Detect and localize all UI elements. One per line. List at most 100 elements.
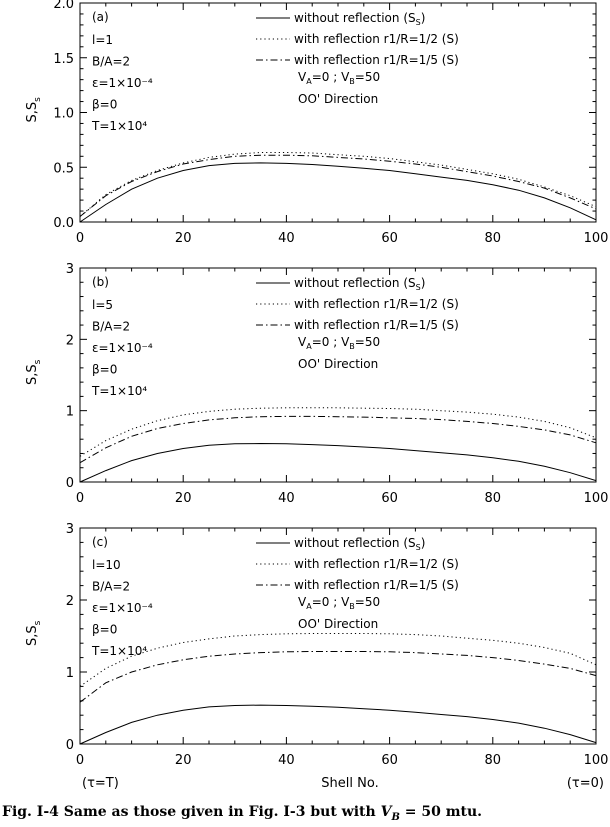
caption-var: V [380, 804, 392, 820]
y-tick-label: 2 [66, 594, 74, 609]
y-axis-label-sub: s [33, 359, 43, 364]
velocity-sub-a: A [306, 77, 312, 86]
y-axis-label-sub: s [33, 97, 43, 102]
y-tick-label: 1.5 [53, 52, 74, 67]
direction-annotation: OO' Direction [298, 92, 378, 106]
x-axis-label: Shell No. [321, 776, 378, 791]
param-text: l=10 [92, 558, 121, 572]
y-tick-label: 1 [66, 666, 74, 681]
velocity-annotation: VA=0 ; VB=50 [298, 70, 380, 86]
param-text: T=1×10⁴ [91, 119, 147, 133]
legend-label-sub: S [416, 283, 421, 292]
series-line-solid [79, 162, 597, 223]
x-tick-label: 20 [175, 231, 192, 246]
x-tick-label: 20 [175, 491, 192, 506]
caption-var-sub: B [391, 811, 400, 823]
x-tick-label: 40 [278, 231, 295, 246]
velocity-val-b: =50 [355, 595, 380, 609]
series-line-solid [79, 704, 597, 745]
direction-annotation: OO' Direction [298, 617, 378, 631]
series-line-dashdot [79, 154, 597, 217]
velocity-sub-b: B [349, 77, 355, 86]
x-tick-label: 60 [381, 491, 398, 506]
caption-prefix: Fig. I-4 Same as those given in Fig. I-3… [2, 804, 381, 820]
velocity-annotation: VA=0 ; VB=50 [298, 595, 380, 611]
param-text: B/A=2 [92, 55, 130, 69]
panel-label: (a) [92, 10, 109, 24]
legend-label: with reflection r1/R=1/2 (S) [294, 557, 459, 571]
velocity-sub-b: B [349, 342, 355, 351]
legend-label-tail: ) [421, 276, 426, 290]
legend-label: with reflection r1/R=1/2 (S) [294, 32, 459, 46]
y-axis-label: S,Ss [25, 97, 43, 123]
series-line-dotted [79, 152, 597, 217]
x-tick-label: 20 [175, 753, 192, 768]
caption-suffix: = 50 mtu. [399, 804, 483, 820]
param-text: l=1 [92, 33, 113, 47]
y-tick-label: 1 [66, 405, 74, 420]
series-line-dashdot [79, 651, 597, 703]
param-text: β=0 [92, 98, 117, 112]
x-tick-label: 100 [584, 753, 609, 768]
y-tick-label: 0.5 [53, 161, 74, 176]
velocity-sub-a: A [306, 602, 312, 611]
y-tick-label: 0 [66, 476, 74, 491]
velocity-val-a: =0 ; V [312, 335, 350, 349]
param-text: ε=1×10⁻⁴ [92, 76, 153, 90]
x-tick-label: 0 [76, 231, 84, 246]
legend-label-sub: S [416, 18, 421, 27]
legend-label: without reflection (SS) [294, 536, 425, 552]
chart-panel-1: 0 20 40 60 80 100 0.0 0.5 1.0 1.5 2.0 S,Ss (a) l=1 B/A… [25, 0, 608, 246]
x-tick-label: 80 [485, 231, 502, 246]
param-text: l=5 [92, 298, 113, 312]
series-line-dotted [79, 633, 597, 687]
y-tick-label: 2.0 [53, 0, 74, 12]
legend-label: with reflection r1/R=1/5 (S) [294, 578, 459, 592]
velocity-sub-a: A [306, 342, 312, 351]
y-tick-label: 3 [66, 522, 74, 537]
x-tick-label: 60 [381, 231, 398, 246]
param-text: ε=1×10⁻⁴ [92, 601, 153, 615]
param-text: T=1×10⁴ [91, 384, 147, 398]
y-axis-label: S,Ss [25, 359, 43, 385]
x-right-note: (τ=0) [567, 776, 604, 791]
x-tick-label: 0 [76, 753, 84, 768]
y-tick-label: 0 [66, 738, 74, 753]
param-text: β=0 [92, 363, 117, 377]
legend-label: without reflection (SS) [294, 276, 425, 292]
x-tick-label: 80 [485, 753, 502, 768]
param-text: ε=1×10⁻⁴ [92, 341, 153, 355]
param-text: T=1×10⁴ [91, 644, 147, 658]
y-axis-label-sub: s [33, 620, 43, 625]
chart-panel-2: 0 20 40 60 80 100 0 1 2 3 S,Ss (b) l=5 B/A=2 ε=1×10⁻⁴ β… [25, 262, 608, 506]
y-axis-label: S,Ss [25, 620, 43, 646]
series-line-solid [79, 442, 597, 483]
y-tick-label: 1.0 [53, 107, 74, 122]
velocity-sub-b: B [349, 602, 355, 611]
panel-label: (b) [92, 275, 109, 289]
velocity-annotation: VA=0 ; VB=50 [298, 335, 380, 351]
param-text: β=0 [92, 623, 117, 637]
x-tick-label: 40 [278, 491, 295, 506]
x-tick-label: 80 [485, 491, 502, 506]
legend-label: with reflection r1/R=1/5 (S) [294, 53, 459, 67]
x-tick-label: 60 [381, 753, 398, 768]
param-text: B/A=2 [92, 320, 130, 334]
velocity-val-b: =50 [355, 335, 380, 349]
panel-label: (c) [92, 535, 108, 549]
legend-label: with reflection r1/R=1/2 (S) [294, 297, 459, 311]
y-tick-label: 2 [66, 333, 74, 348]
legend-label: without reflection (SS) [294, 11, 425, 27]
legend-label-sub: S [416, 543, 421, 552]
x-tick-label: 40 [278, 753, 295, 768]
velocity-val-a: =0 ; V [312, 70, 350, 84]
legend-label: with reflection r1/R=1/5 (S) [294, 318, 459, 332]
x-left-note: (τ=T) [82, 776, 119, 791]
chart-panel-3: 0 20 40 60 80 100 0 1 2 3 S,Ss (c) l=10 B/A=2 ε=1×10⁻⁴… [25, 522, 608, 791]
param-text: B/A=2 [92, 580, 130, 594]
x-tick-label: 0 [76, 491, 84, 506]
velocity-val-a: =0 ; V [312, 595, 350, 609]
x-tick-label: 100 [584, 231, 609, 246]
y-tick-label: 3 [66, 262, 74, 277]
